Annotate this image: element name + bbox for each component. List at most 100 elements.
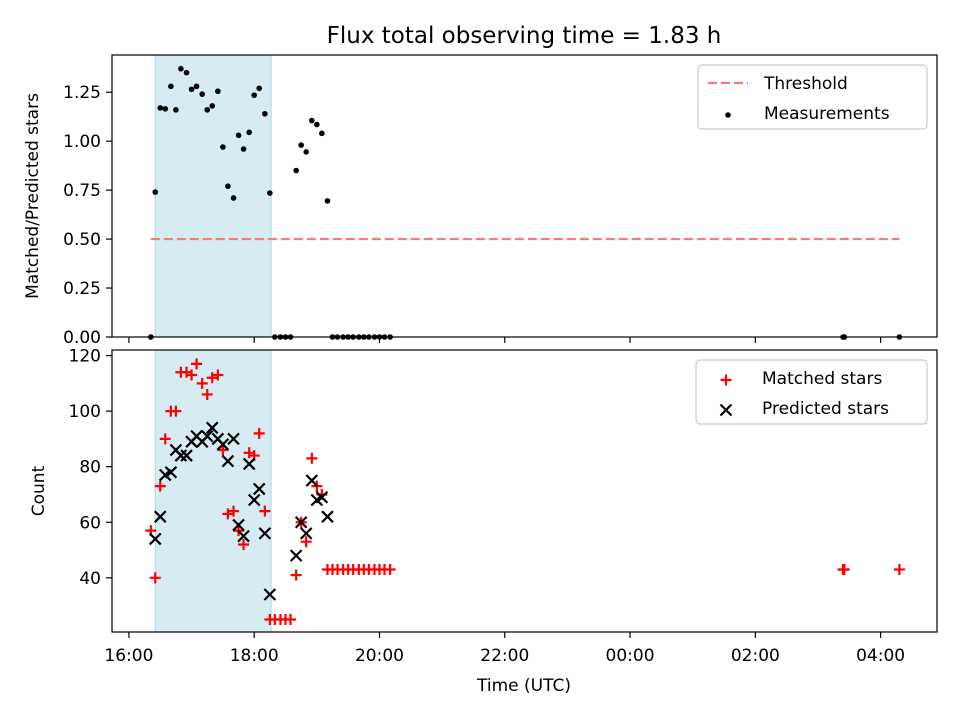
measurement-point (230, 195, 237, 201)
legend-predicted-swatch (719, 403, 733, 417)
predicted-star-point (252, 482, 266, 496)
matched-star-point (285, 613, 297, 625)
legend-label: Measurements (764, 104, 890, 124)
measurement-point (168, 83, 174, 90)
y-tick-label: 40 (79, 569, 101, 589)
predicted-star-point (180, 449, 193, 462)
x-tick-label: 16:00 (104, 646, 153, 666)
matched-star-point (186, 369, 198, 381)
measurement-point (209, 103, 216, 109)
measurement-point (324, 198, 331, 204)
bottom-ticks: 16:00 18:00 20:00 22:00 00:00 02:00 04:00 40 60 8… (69, 347, 906, 666)
legend-label: Threshold (763, 74, 848, 94)
matched-star-point (170, 405, 182, 417)
matched-star-point (154, 480, 166, 492)
y-tick-label: 0.00 (63, 328, 101, 348)
measurement-point (152, 189, 159, 195)
matched-star-point (212, 369, 224, 381)
measurement-point (157, 105, 164, 111)
matched-star-point (893, 563, 905, 575)
measurement-point (303, 149, 309, 155)
top-panel: 0.00 0.25 0.50 0.75 1.00 1.25 Matched/Predict… (23, 54, 938, 348)
matched-star-point (838, 563, 850, 575)
x-axis-label: Time (UTC) (476, 676, 571, 696)
predicted-star-point (299, 527, 313, 540)
predicted-star-point (164, 465, 178, 479)
matched-star-point (228, 505, 240, 517)
measurement-point (220, 144, 226, 150)
predicted-star-point (315, 490, 329, 504)
measurement-point (298, 142, 304, 148)
measurement-point (262, 110, 268, 117)
predicted-star-point (305, 474, 319, 487)
y-tick-label: 0.25 (63, 279, 101, 299)
legend-box (697, 64, 928, 130)
predicted-star-point (242, 457, 256, 471)
measurement-point (293, 167, 299, 174)
matched-star-point (306, 452, 318, 464)
predicted-star-point (227, 432, 240, 446)
measurement-point (267, 190, 273, 196)
measurement-point (188, 86, 195, 93)
measurement-point (215, 88, 221, 95)
bottom-panel: 16:00 18:00 20:00 22:00 00:00 02:00 04:00 40 60 8… (29, 347, 938, 696)
predicted-star-point (216, 438, 230, 451)
top-legend: Threshold Measurements (697, 64, 928, 130)
matched-star-point (290, 569, 302, 581)
y-tick-label: 0.75 (63, 181, 101, 201)
measurement-point (173, 107, 179, 113)
bottom-observing-window-span (154, 349, 272, 633)
predicted-star-point (289, 549, 303, 562)
legend-matched-swatch (720, 374, 732, 386)
predicted-star-point (237, 529, 250, 543)
predicted-star-point (232, 518, 245, 532)
predicted-star-point (294, 515, 308, 529)
predicted-star-point (258, 527, 272, 540)
measurement-point (178, 65, 184, 72)
y-tick-label: 120 (69, 347, 101, 367)
matched-star-point (222, 508, 234, 520)
y-tick-label: 100 (69, 402, 101, 422)
measurement-point (314, 121, 320, 128)
chart-title: Flux total observing time = 1.83 h (327, 23, 722, 49)
measurement-point (225, 183, 231, 190)
matched-star-point (159, 433, 171, 445)
measurement-point (256, 85, 263, 92)
measurement-point (319, 130, 325, 137)
y-tick-label: 60 (79, 513, 101, 533)
measurement-point (162, 106, 169, 112)
measurement-point (193, 83, 200, 90)
predicted-star-point (153, 510, 167, 523)
predicted-star-point (174, 449, 188, 462)
matched-star-point (384, 563, 396, 575)
matched-star-point (191, 358, 203, 370)
bottom-marks (145, 358, 905, 625)
legend-box (695, 359, 928, 425)
y-tick-label: 0.50 (63, 230, 101, 250)
x-tick-label: 04:00 (856, 646, 905, 666)
legend-label: Predicted stars (762, 399, 889, 419)
matched-star-point (259, 505, 271, 517)
y-tick-label: 1.25 (63, 83, 101, 103)
measurement-point (240, 146, 247, 152)
predicted-star-point (200, 429, 214, 443)
bottom-y-axis-label: Count (29, 465, 49, 516)
legend-label: Matched stars (762, 369, 882, 389)
legend-measurement-swatch (725, 112, 731, 118)
predicted-star-point (205, 421, 219, 435)
measurement-point (199, 91, 206, 97)
y-tick-label: 1.00 (63, 132, 101, 152)
matched-star-point (300, 536, 312, 548)
matched-star-point (149, 572, 161, 584)
measurement-point (246, 129, 252, 136)
top-y-axis-label: Matched/Predicted stars (23, 93, 43, 299)
measurement-point (309, 117, 315, 124)
x-tick-label: 02:00 (731, 646, 780, 666)
measurement-point (235, 132, 242, 139)
predicted-star-point (148, 532, 162, 546)
x-tick-label: 22:00 (480, 646, 529, 666)
matched-star-point (238, 538, 250, 550)
predicted-star-point (221, 454, 235, 468)
matched-star-point (217, 444, 229, 456)
